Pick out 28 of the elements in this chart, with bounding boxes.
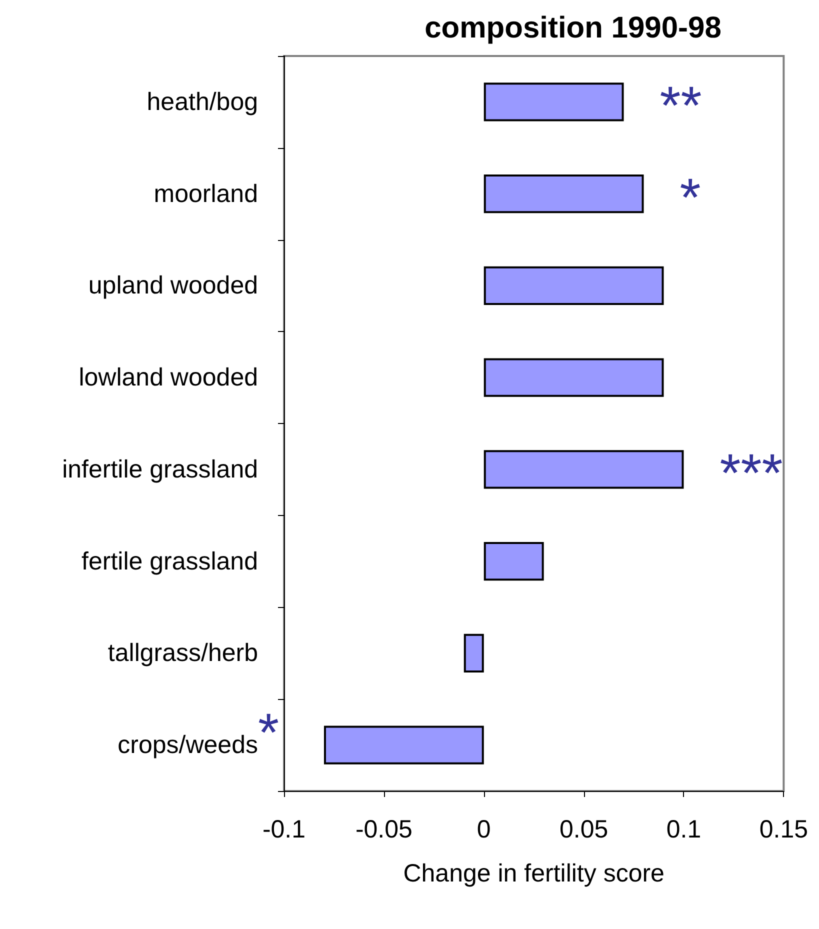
bar — [324, 726, 484, 764]
x-tick-label: -0.1 — [262, 816, 306, 844]
annotation: * — [680, 168, 701, 228]
y-tick-label: heath/bog — [146, 88, 258, 116]
y-tick-label: moorland — [154, 180, 258, 208]
x-tick-label: -0.05 — [355, 816, 412, 844]
y-tick-label: fertile grassland — [82, 547, 258, 576]
annotation: * — [258, 703, 279, 764]
x-tick-label: 0 — [476, 816, 491, 844]
x-tick-label: 0.1 — [666, 816, 702, 844]
annotation: *** — [720, 443, 783, 504]
x-axis-title: Change in fertility score — [403, 860, 664, 888]
y-tick-label: crops/weeds — [118, 731, 258, 760]
y-tick-label: tallgrass/herb — [108, 639, 258, 668]
y-tick-label: infertile grassland — [62, 455, 258, 484]
bar — [484, 450, 684, 489]
bar — [484, 358, 664, 397]
y-tick-label: upland wooded — [88, 272, 258, 300]
bar — [484, 266, 664, 305]
x-tick-label: 0.15 — [759, 816, 808, 844]
bar — [484, 174, 644, 214]
bar — [484, 542, 544, 581]
chart-title: composition 1990-98 — [424, 12, 722, 44]
x-tick-label: 0.05 — [559, 816, 608, 844]
bar — [464, 634, 484, 672]
bar — [484, 82, 624, 122]
annotation: ** — [660, 76, 702, 136]
y-tick-label: lowland wooded — [78, 364, 258, 392]
